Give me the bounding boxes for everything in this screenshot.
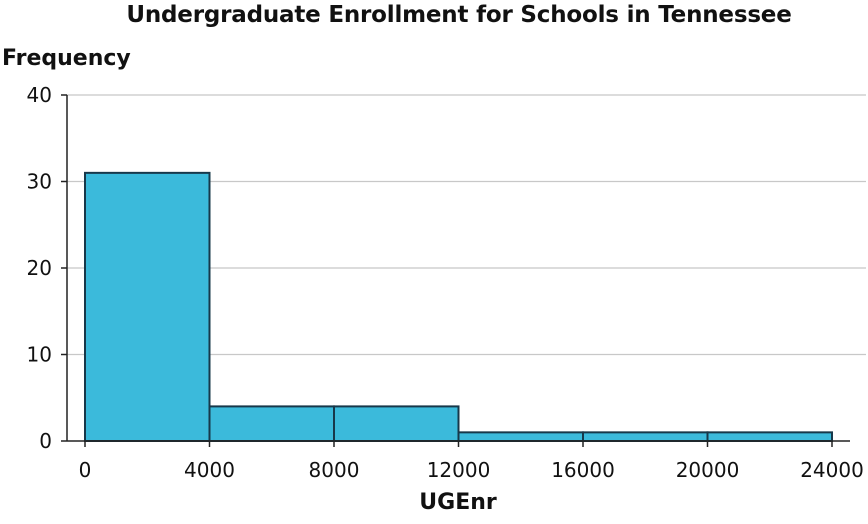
- x-tick-label-4000: 4000: [184, 458, 235, 482]
- bar-8000-12000: [333, 405, 460, 442]
- x-tick-label-8000: 8000: [309, 458, 360, 482]
- y-tick-label-30: 30: [27, 170, 52, 194]
- x-ticks: 0 4000 8000 12000 16000 20000 24000: [79, 441, 864, 482]
- x-tick-label-0: 0: [79, 458, 92, 482]
- x-tick-label-16000: 16000: [551, 458, 615, 482]
- y-tick-label-20: 20: [27, 256, 52, 280]
- y-tick-label-10: 10: [27, 343, 52, 367]
- bar-4000-8000: [208, 405, 335, 442]
- bars: [84, 171, 833, 443]
- bar-0-4000: [84, 171, 211, 442]
- bar-16000-20000: [582, 431, 709, 443]
- y-tick-label-0: 0: [39, 429, 52, 453]
- y-ticks: 0 10 20 30 40: [27, 83, 67, 453]
- y-tick-label-40: 40: [27, 83, 52, 107]
- x-tick-label-12000: 12000: [427, 458, 491, 482]
- x-axis-label: UGEnr: [419, 490, 497, 515]
- y-axis-label: Frequency: [2, 46, 131, 71]
- x-tick-label-20000: 20000: [676, 458, 740, 482]
- x-tick-label-24000: 24000: [800, 458, 864, 482]
- bar-20000-24000: [706, 431, 833, 443]
- chart-title: Undergraduate Enrollment for Schools in …: [126, 2, 792, 28]
- bar-12000-16000: [457, 431, 584, 443]
